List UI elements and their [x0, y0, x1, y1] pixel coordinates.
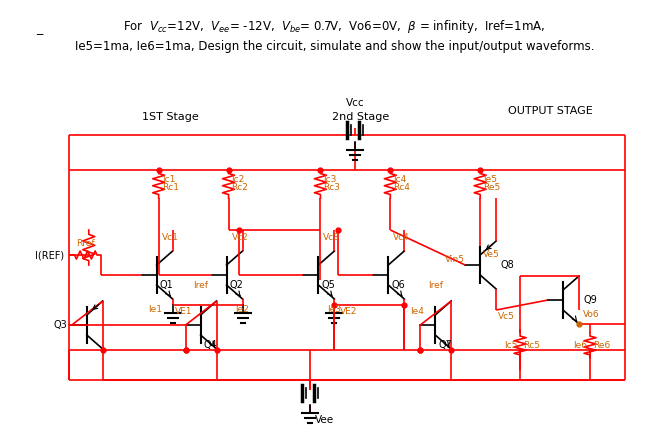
- Text: Vo6: Vo6: [583, 310, 599, 319]
- Text: Iref: Iref: [427, 281, 443, 290]
- Text: Ic1: Ic1: [162, 175, 175, 184]
- Text: Ic5: Ic5: [504, 340, 517, 349]
- Text: Ie2: Ie2: [235, 305, 250, 314]
- Text: Ie4: Ie4: [410, 307, 424, 316]
- Text: Ic4: Ic4: [393, 175, 407, 184]
- Text: Rc5: Rc5: [523, 340, 540, 349]
- Text: Q4: Q4: [203, 340, 217, 350]
- Text: Q3: Q3: [53, 320, 67, 330]
- Text: Vc2: Vc2: [231, 233, 248, 242]
- Text: Ie3: Ie3: [327, 305, 341, 314]
- Text: Q2: Q2: [229, 280, 244, 290]
- Text: Ie5=1ma, Ie6=1ma, Design the circuit, simulate and show the input/output wavefor: Ie5=1ma, Ie6=1ma, Design the circuit, si…: [75, 40, 594, 53]
- Text: Rc1: Rc1: [162, 184, 179, 193]
- Text: Vcc: Vcc: [346, 98, 365, 108]
- Text: VE1: VE1: [175, 307, 192, 316]
- Text: Q6: Q6: [391, 280, 405, 290]
- Text: For  $V_{cc}$=12V,  $V_{ee}$= -12V,  $V_{be}$= 0.7V,  Vo6=0V,  $\beta$ = infinit: For $V_{cc}$=12V, $V_{ee}$= -12V, $V_{be…: [123, 18, 545, 35]
- Text: OUTPUT STAGE: OUTPUT STAGE: [508, 106, 593, 116]
- Text: Vc5: Vc5: [498, 312, 515, 321]
- Text: 1ST Stage: 1ST Stage: [142, 112, 199, 122]
- Text: Vin5: Vin5: [445, 255, 465, 264]
- Text: Ie6: Ie6: [573, 340, 587, 349]
- Text: Rref: Rref: [76, 239, 95, 248]
- Text: Q8: Q8: [500, 260, 514, 270]
- Text: Q1: Q1: [160, 280, 173, 290]
- Text: Re6: Re6: [593, 340, 610, 349]
- Text: Vee: Vee: [315, 415, 334, 425]
- Text: Ie1: Ie1: [148, 305, 162, 314]
- Text: Ic3: Ic3: [323, 175, 337, 184]
- Text: Re5: Re5: [483, 184, 500, 193]
- Text: Rc2: Rc2: [231, 184, 248, 193]
- Text: Ic2: Ic2: [231, 175, 245, 184]
- Text: Rc4: Rc4: [393, 184, 410, 193]
- Text: Vc4: Vc4: [393, 233, 410, 242]
- Text: Q5: Q5: [321, 280, 335, 290]
- Text: 2nd Stage: 2nd Stage: [332, 112, 389, 122]
- Text: Ie5: Ie5: [483, 175, 497, 184]
- Text: VE2: VE2: [341, 307, 358, 316]
- Text: Ve5: Ve5: [483, 250, 500, 259]
- Text: Q9: Q9: [583, 295, 597, 305]
- Text: Q7: Q7: [438, 340, 452, 350]
- Text: Vc1: Vc1: [162, 233, 179, 242]
- Text: _: _: [35, 22, 42, 35]
- Text: I(REF): I(REF): [35, 250, 64, 260]
- Text: Rc3: Rc3: [323, 184, 341, 193]
- Text: Vc3: Vc3: [323, 233, 341, 242]
- Text: Iref: Iref: [193, 281, 208, 290]
